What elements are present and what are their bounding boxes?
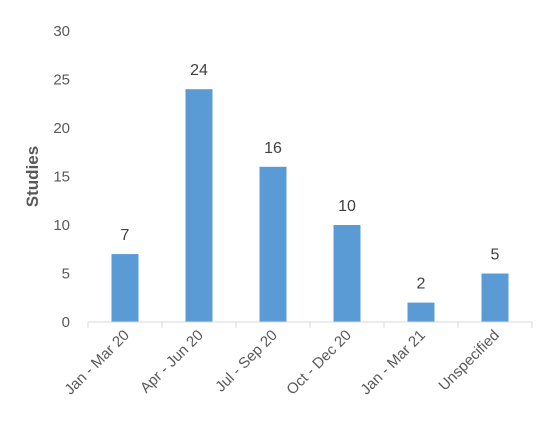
bars xyxy=(111,89,509,322)
y-axis-ticks: 0 5 10 15 20 25 30 xyxy=(53,23,70,331)
x-axis-tick-marks xyxy=(87,322,533,328)
y-tick-label: 5 xyxy=(62,266,70,283)
x-tick-label: Apr - Jun 20 xyxy=(137,327,207,397)
x-tick-label: Unspecified xyxy=(435,327,502,394)
y-tick-label: 15 xyxy=(53,169,70,186)
bar xyxy=(111,254,139,322)
data-label: 24 xyxy=(190,62,208,79)
data-label: 5 xyxy=(491,247,500,264)
y-tick-label: 20 xyxy=(53,120,70,137)
y-tick-label: 10 xyxy=(53,217,70,234)
x-tick-label: Jan - Mar 21 xyxy=(357,327,429,399)
data-labels: 7 24 16 10 2 5 xyxy=(121,62,500,292)
bar xyxy=(407,302,435,322)
data-label: 10 xyxy=(338,198,356,215)
x-tick-label: Oct - Dec 20 xyxy=(283,327,355,399)
data-label: 16 xyxy=(264,140,282,157)
bar xyxy=(259,166,287,322)
x-tick-label: Jan - Mar 20 xyxy=(61,327,133,399)
y-axis-title: Studies xyxy=(23,146,42,207)
data-label: 7 xyxy=(121,227,130,244)
data-label: 2 xyxy=(417,276,426,293)
bar xyxy=(185,89,213,322)
y-tick-label: 30 xyxy=(53,23,70,40)
bar xyxy=(333,225,361,322)
bar xyxy=(481,273,509,322)
x-tick-label: Jul - Sep 20 xyxy=(212,327,281,396)
x-axis-labels: Jan - Mar 20 Apr - Jun 20 Jul - Sep 20 Oct … xyxy=(61,327,503,399)
y-tick-label: 0 xyxy=(62,314,70,331)
y-tick-label: 25 xyxy=(53,72,70,89)
